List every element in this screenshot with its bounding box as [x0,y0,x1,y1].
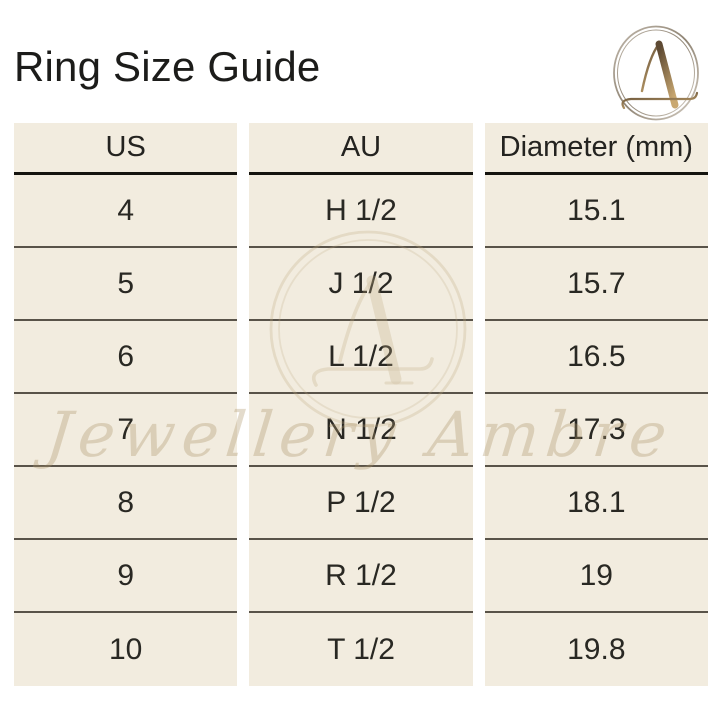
table-cell-us: 8 [14,467,238,540]
table-cell-diameter: 17.3 [484,394,708,467]
table-column-au: AU H 1/2 J 1/2 L 1/2 N 1/2 P 1/2 R 1/2 T… [249,123,473,686]
table-cell-diameter: 15.1 [484,175,708,248]
table-cell-diameter: 18.1 [484,467,708,540]
ring-size-table: US 4 5 6 7 8 9 10 AU H 1/2 J 1/2 L 1/2 N… [14,123,708,686]
table-cell-au: H 1/2 [249,175,473,248]
table-cell-diameter: 19.8 [484,613,708,686]
column-header-diameter: Diameter (mm) [484,123,708,175]
table-cell-au: J 1/2 [249,248,473,321]
column-header-au: AU [249,123,473,175]
table-cell-diameter: 16.5 [484,321,708,394]
table-cell-us: 6 [14,321,238,394]
table-cell-us: 9 [14,540,238,613]
table-cell-diameter: 15.7 [484,248,708,321]
table-column-us: US 4 5 6 7 8 9 10 [14,123,238,686]
table-cell-au: P 1/2 [249,467,473,540]
brand-monogram-icon [613,25,699,121]
table-cell-diameter: 19 [484,540,708,613]
table-cell-au: L 1/2 [249,321,473,394]
page-title: Ring Size Guide [14,43,321,90]
column-header-us: US [14,123,238,175]
table-cell-us: 10 [14,613,238,686]
table-cell-au: N 1/2 [249,394,473,467]
table-cell-au: T 1/2 [249,613,473,686]
table-cell-us: 5 [14,248,238,321]
table-cell-us: 7 [14,394,238,467]
brand-logo [610,22,702,124]
table-cell-au: R 1/2 [249,540,473,613]
table-column-diameter: Diameter (mm) 15.1 15.7 16.5 17.3 18.1 1… [484,123,708,686]
table-cell-us: 4 [14,175,238,248]
